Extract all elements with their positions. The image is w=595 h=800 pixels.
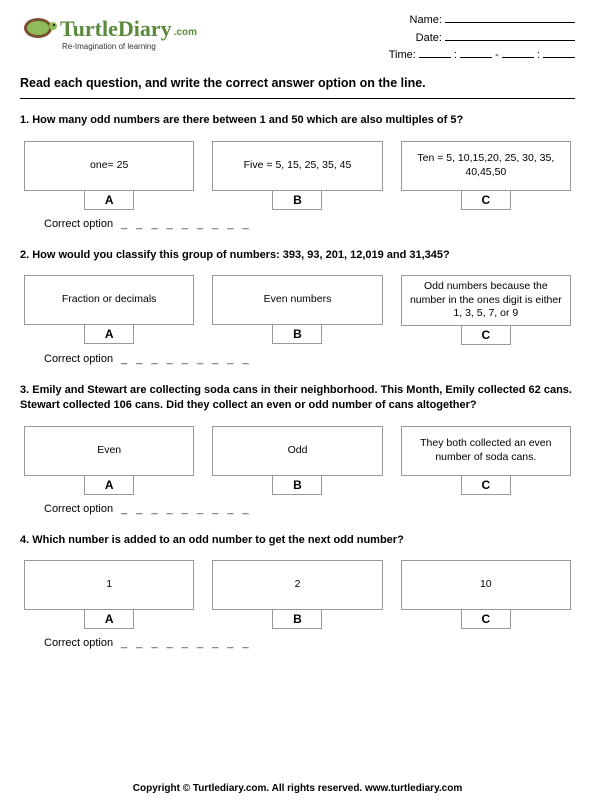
option: Ten = 5, 10,15,20, 25, 30, 35, 40,45,50C xyxy=(401,141,571,210)
tagline: Re-Imagination of learning xyxy=(62,42,197,51)
option: Fraction or decimalsA xyxy=(24,275,194,345)
option-label: C xyxy=(461,190,511,210)
question: 3. Emily and Stewart are collecting soda… xyxy=(20,383,575,515)
correct-label: Correct option xyxy=(44,637,113,649)
option-label: A xyxy=(84,324,134,344)
name-line[interactable] xyxy=(445,22,575,23)
option: 10C xyxy=(401,560,571,629)
question-text: 4. Which number is added to an odd numbe… xyxy=(20,533,575,548)
answer-line[interactable]: _ _ _ _ _ _ _ _ _ xyxy=(121,218,252,230)
question-text: 3. Emily and Stewart are collecting soda… xyxy=(20,383,575,414)
time-label: Time: xyxy=(389,49,416,61)
option: EvenA xyxy=(24,426,194,495)
question-text: 2. How would you classify this group of … xyxy=(20,248,575,263)
option-box: Even xyxy=(24,426,194,476)
divider xyxy=(20,98,575,99)
option-box: Odd numbers because the number in the on… xyxy=(401,275,571,326)
options-row: 1A 2B 10C xyxy=(20,560,575,629)
option: They both collected an even number of so… xyxy=(401,426,571,495)
option-box: Even numbers xyxy=(212,275,382,325)
question: 1. How many odd numbers are there betwee… xyxy=(20,113,575,229)
correct-label: Correct option xyxy=(44,218,113,230)
instructions: Read each question, and write the correc… xyxy=(20,75,575,93)
option-label: B xyxy=(272,475,322,495)
date-line[interactable] xyxy=(445,40,575,41)
option-box: Ten = 5, 10,15,20, 25, 30, 35, 40,45,50 xyxy=(401,141,571,191)
options-row: EvenA OddB They both collected an even num… xyxy=(20,426,575,495)
options-row: one= 25A Five = 5, 15, 25, 35, 45B Ten = 5… xyxy=(20,141,575,210)
correct-option: Correct option _ _ _ _ _ _ _ _ _ xyxy=(44,353,575,365)
time-line[interactable] xyxy=(543,57,575,58)
option-label: C xyxy=(461,475,511,495)
correct-option: Correct option _ _ _ _ _ _ _ _ _ xyxy=(44,503,575,515)
option-label: B xyxy=(272,609,322,629)
date-label: Date: xyxy=(416,32,442,44)
correct-option: Correct option _ _ _ _ _ _ _ _ _ xyxy=(44,218,575,230)
option: 1A xyxy=(24,560,194,629)
option: Odd numbers because the number in the on… xyxy=(401,275,571,345)
logo-suffix: .com xyxy=(174,27,197,38)
option-box: Fraction or decimals xyxy=(24,275,194,325)
answer-line[interactable]: _ _ _ _ _ _ _ _ _ xyxy=(121,637,252,649)
name-label: Name: xyxy=(410,14,442,26)
question: 2. How would you classify this group of … xyxy=(20,248,575,365)
option-box: Five = 5, 15, 25, 35, 45 xyxy=(212,141,382,191)
question: 4. Which number is added to an odd numbe… xyxy=(20,533,575,649)
logo-block: TurtleDiary .com Re-Imagination of learn… xyxy=(20,12,197,65)
option-box: one= 25 xyxy=(24,141,194,191)
option-box: 2 xyxy=(212,560,382,610)
info-fields: Name: Date: Time: : - : xyxy=(389,12,575,65)
answer-line[interactable]: _ _ _ _ _ _ _ _ _ xyxy=(121,503,252,515)
option: one= 25A xyxy=(24,141,194,210)
time-line[interactable] xyxy=(460,57,492,58)
time-line[interactable] xyxy=(419,57,451,58)
option-label: A xyxy=(84,475,134,495)
option-box: 1 xyxy=(24,560,194,610)
option-label: C xyxy=(461,609,511,629)
time-line[interactable] xyxy=(502,57,534,58)
option: 2B xyxy=(212,560,382,629)
turtle-icon xyxy=(20,12,58,40)
question-text: 1. How many odd numbers are there betwee… xyxy=(20,113,575,128)
option-label: A xyxy=(84,190,134,210)
footer: Copyright © Turtlediary.com. All rights … xyxy=(0,783,595,794)
option-label: B xyxy=(272,324,322,344)
option: Even numbersB xyxy=(212,275,382,345)
option: OddB xyxy=(212,426,382,495)
header: TurtleDiary .com Re-Imagination of learn… xyxy=(20,12,575,65)
option-box: They both collected an even number of so… xyxy=(401,426,571,476)
option-label: C xyxy=(461,325,511,345)
correct-option: Correct option _ _ _ _ _ _ _ _ _ xyxy=(44,637,575,649)
answer-line[interactable]: _ _ _ _ _ _ _ _ _ xyxy=(121,353,252,365)
option-label: A xyxy=(84,609,134,629)
options-row: Fraction or decimalsA Even numbersB Odd nu… xyxy=(20,275,575,345)
option: Five = 5, 15, 25, 35, 45B xyxy=(212,141,382,210)
correct-label: Correct option xyxy=(44,353,113,365)
option-label: B xyxy=(272,190,322,210)
correct-label: Correct option xyxy=(44,503,113,515)
option-box: 10 xyxy=(401,560,571,610)
logo-text: TurtleDiary xyxy=(60,18,172,40)
option-box: Odd xyxy=(212,426,382,476)
